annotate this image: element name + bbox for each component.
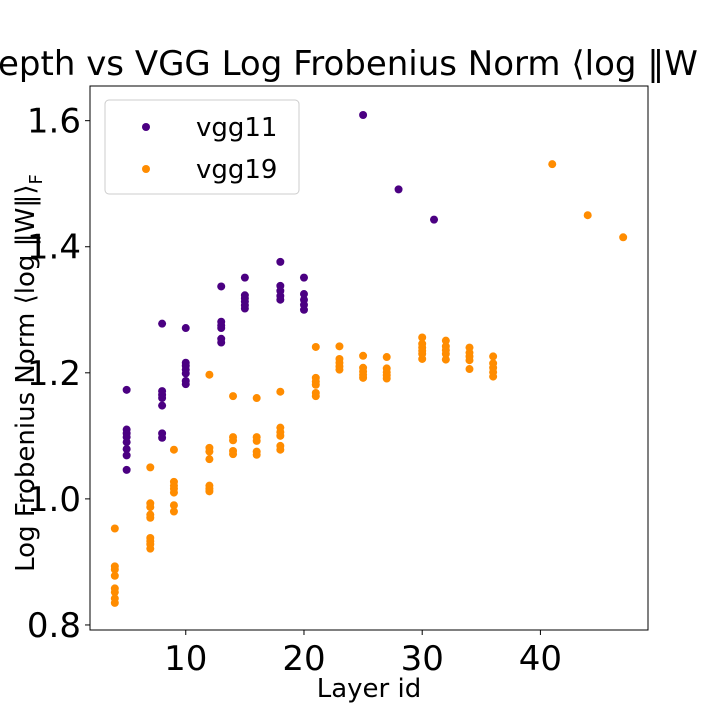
point-vgg11 [240, 273, 249, 282]
x-tick-label: 40 [519, 639, 562, 679]
point-vgg19 [205, 370, 214, 379]
point-vgg19 [146, 544, 155, 553]
point-vgg19 [465, 365, 474, 374]
point-vgg19 [441, 355, 450, 364]
plot-frame [89, 85, 649, 631]
point-vgg19 [489, 352, 498, 361]
point-vgg11 [299, 290, 308, 299]
point-vgg19 [169, 501, 178, 510]
point-vgg19 [276, 445, 285, 454]
point-vgg19 [276, 387, 285, 396]
y-tick-label: 1.2 [27, 354, 81, 394]
y-tick-label: 1.6 [27, 102, 81, 142]
point-vgg11 [158, 394, 167, 403]
legend-marker-vgg19 [142, 165, 150, 173]
point-vgg19 [418, 333, 427, 342]
y-axis-ticks: 0.8 1.0 1.2 1.4 1.6 [27, 102, 90, 646]
point-vgg19 [110, 588, 119, 597]
point-vgg19 [146, 463, 155, 472]
point-vgg11 [158, 401, 167, 410]
point-vgg19 [146, 503, 155, 512]
point-vgg19 [229, 392, 238, 401]
point-vgg19 [205, 455, 214, 464]
point-vgg11 [122, 385, 131, 394]
point-vgg11 [217, 282, 226, 291]
chart-title: epth vs VGG Log Frobenius Norm ⟨log ‖W [0, 44, 698, 84]
point-vgg19 [441, 349, 450, 358]
point-vgg11 [299, 305, 308, 314]
point-vgg11 [122, 451, 131, 460]
point-vgg19 [205, 447, 214, 456]
y-axis-label-main: Log Frobenius Norm ⟨log ‖W‖⟩ [11, 185, 41, 572]
x-tick-label: 20 [282, 639, 325, 679]
y-axis-label-subscript: F [26, 174, 47, 184]
point-vgg19 [548, 160, 557, 169]
point-vgg11 [299, 273, 308, 282]
point-vgg19 [619, 233, 628, 242]
point-vgg19 [382, 374, 391, 383]
point-vgg19 [311, 342, 320, 351]
legend: vgg11 vgg19 [104, 99, 300, 195]
point-vgg11 [394, 185, 403, 194]
point-vgg11 [158, 319, 167, 328]
point-vgg11 [217, 324, 226, 333]
point-vgg19 [229, 450, 238, 459]
point-vgg11 [359, 110, 368, 119]
point-vgg11 [122, 465, 131, 474]
point-vgg11 [158, 433, 167, 442]
point-vgg19 [169, 507, 178, 516]
point-vgg19 [252, 450, 261, 459]
point-vgg19 [169, 488, 178, 497]
point-vgg19 [489, 372, 498, 381]
data-points [110, 110, 628, 607]
point-vgg19 [335, 365, 344, 374]
point-vgg11 [181, 369, 190, 378]
point-vgg19 [276, 431, 285, 440]
point-vgg19 [110, 598, 119, 607]
point-vgg19 [441, 336, 450, 345]
point-vgg19 [110, 524, 119, 533]
point-vgg11 [122, 445, 131, 454]
point-vgg19 [205, 487, 214, 496]
point-vgg19 [583, 211, 592, 220]
point-vgg11 [240, 304, 249, 313]
legend-label-vgg11: vgg11 [196, 113, 277, 143]
x-axis-label: Layer id [317, 674, 421, 704]
point-vgg19 [418, 354, 427, 363]
point-vgg11 [181, 324, 190, 333]
point-vgg19 [335, 342, 344, 351]
legend-box [104, 99, 300, 195]
x-tick-label: 10 [164, 639, 207, 679]
point-vgg19 [311, 380, 320, 389]
point-vgg11 [181, 380, 190, 389]
point-vgg19 [252, 394, 261, 403]
point-vgg19 [146, 513, 155, 522]
point-vgg19 [311, 392, 320, 401]
point-vgg19 [110, 571, 119, 580]
y-tick-label: 1.0 [27, 480, 81, 520]
point-vgg19 [465, 356, 474, 365]
point-vgg19 [110, 565, 119, 574]
x-axis-ticks: 10 20 30 40 [164, 630, 562, 679]
point-vgg19 [252, 436, 261, 445]
legend-marker-vgg11 [142, 123, 150, 131]
point-vgg11 [122, 438, 131, 447]
point-vgg19 [169, 445, 178, 454]
point-vgg11 [430, 215, 439, 224]
point-vgg19 [359, 373, 368, 382]
point-vgg11 [217, 338, 226, 347]
y-axis-label: Log Frobenius Norm ⟨log ‖W‖⟩F [11, 174, 47, 572]
point-vgg19 [359, 351, 368, 360]
point-vgg19 [229, 436, 238, 445]
point-vgg11 [276, 295, 285, 304]
x-tick-label: 30 [401, 639, 444, 679]
point-vgg11 [276, 257, 285, 266]
y-tick-label: 1.4 [27, 228, 81, 268]
y-tick-label: 0.8 [27, 606, 81, 646]
point-vgg19 [382, 353, 391, 362]
legend-label-vgg19: vgg19 [196, 155, 277, 185]
